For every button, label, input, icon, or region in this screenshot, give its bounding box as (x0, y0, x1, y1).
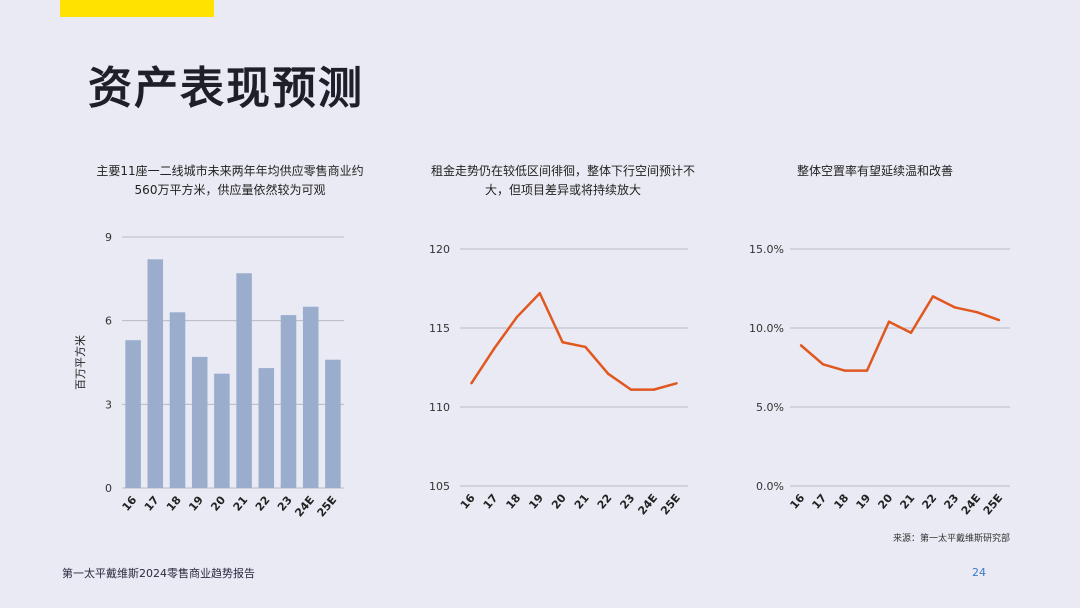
x-tick-label: 22 (253, 494, 273, 514)
data-point (675, 382, 678, 385)
bar (214, 373, 230, 488)
bar (258, 368, 275, 488)
x-tick-label: 20 (549, 491, 569, 511)
data-point (607, 372, 610, 376)
y-tick-label: 0.0% (756, 480, 784, 493)
footer-text: 第一太平戴维斯2024零售商业趋势报告 (62, 567, 255, 580)
y-tick-label: 120 (429, 243, 450, 256)
x-tick-label: 16 (787, 491, 807, 511)
x-tick-label: 16 (120, 493, 140, 513)
accent-bar (60, 0, 214, 17)
data-point (538, 292, 541, 295)
data-point (470, 382, 473, 385)
x-tick-label: 18 (164, 494, 184, 514)
data-point (865, 369, 869, 372)
bar (169, 312, 186, 488)
data-point (975, 311, 979, 314)
y-tick-label: 105 (429, 480, 450, 493)
x-tick-label: 19 (186, 494, 206, 514)
y-tick-label: 115 (429, 322, 450, 335)
x-tick-label: 25E (658, 492, 683, 518)
x-tick-label: 24E (959, 492, 984, 518)
data-point (887, 320, 891, 323)
data-point (799, 344, 803, 347)
series-line (800, 295, 1000, 372)
y-tick-label: 10.0% (749, 322, 784, 335)
data-point (997, 318, 1001, 322)
y-axis-label: 百万平方米 (73, 335, 87, 390)
bar (302, 306, 319, 488)
bar (236, 273, 252, 488)
chart2-title: 租金走势仍在较低区间徘徊，整体下行空间预计不大，但项目差异或将持续放大 (430, 164, 695, 197)
x-tick-label: 21 (572, 492, 592, 512)
y-tick-label: 5.0% (756, 401, 784, 414)
x-tick-label: 18 (503, 492, 523, 512)
chart1-title: 主要11座一二线城市未来两年年均供应零售商业约560万平方米，供应量依然较为可观 (96, 164, 364, 197)
x-tick-label: 17 (142, 494, 162, 514)
x-tick-label: 16 (458, 491, 478, 511)
y-tick-label: 110 (429, 401, 450, 414)
x-tick-label: 20 (875, 491, 895, 511)
data-point (561, 341, 564, 344)
bar (125, 340, 141, 488)
bar (191, 356, 208, 488)
data-point (821, 363, 825, 366)
x-tick-label: 21 (897, 492, 917, 512)
x-tick-label: 21 (231, 494, 251, 514)
data-point (515, 315, 519, 319)
x-tick-label: 18 (831, 492, 851, 512)
y-tick-label: 3 (105, 398, 112, 411)
data-point (493, 347, 496, 350)
x-tick-label: 22 (595, 492, 615, 512)
data-point (843, 369, 847, 372)
bar (325, 359, 341, 488)
data-point (629, 388, 633, 391)
x-tick-label: 23 (617, 492, 637, 512)
y-tick-label: 9 (105, 231, 112, 244)
data-point (584, 345, 587, 349)
y-tick-label: 15.0% (749, 243, 784, 256)
page-number: 24 (972, 566, 986, 579)
source-note: 来源：第一太平戴维斯研究部 (892, 534, 1010, 544)
x-tick-label: 25E (315, 494, 340, 520)
data-point (953, 306, 957, 309)
x-tick-label: 25E (981, 492, 1006, 518)
x-tick-label: 17 (481, 492, 501, 512)
x-tick-label: 24E (292, 494, 317, 520)
bar (147, 259, 164, 488)
x-tick-label: 19 (853, 492, 873, 512)
x-tick-label: 20 (208, 493, 228, 513)
x-tick-label: 22 (919, 492, 939, 512)
x-tick-label: 24E (635, 492, 660, 518)
data-point (909, 331, 913, 334)
data-point (931, 295, 935, 298)
y-tick-label: 6 (105, 315, 112, 328)
y-tick-label: 0 (105, 482, 112, 495)
page-title: 资产表现预测 (88, 63, 364, 114)
series-line (470, 291, 677, 391)
bar (280, 315, 297, 488)
x-tick-label: 19 (526, 492, 546, 512)
data-point (652, 388, 655, 391)
chart3-title: 整体空置率有望延续温和改善 (796, 164, 953, 178)
x-tick-label: 17 (809, 492, 829, 512)
